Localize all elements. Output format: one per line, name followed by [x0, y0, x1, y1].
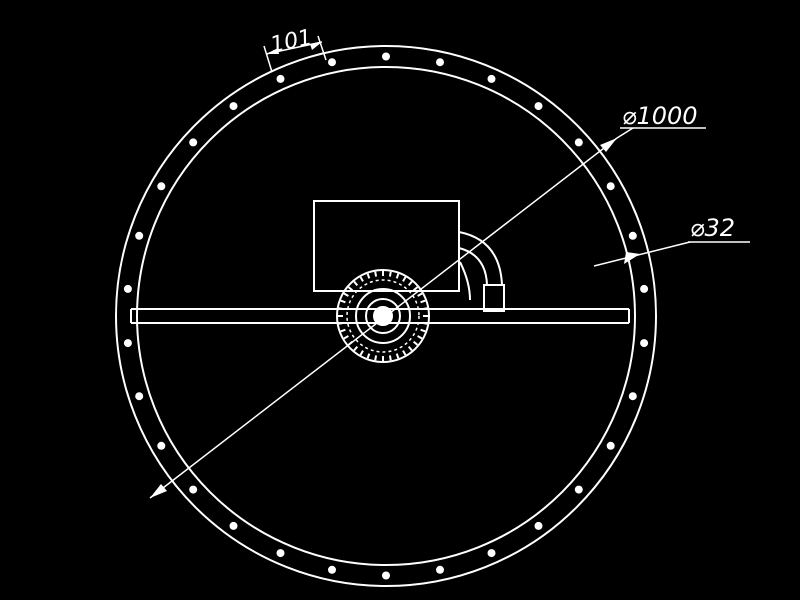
bolt-hole: [640, 284, 649, 293]
hub-gear-teeth: [338, 271, 428, 361]
outer-ring-circle: [115, 45, 657, 587]
hub-tooth: [422, 321, 428, 325]
spacing-arrow-left: [266, 48, 279, 54]
bolt-hole: [574, 138, 583, 147]
bolt-hole: [436, 58, 444, 67]
hub-tooth: [412, 286, 419, 292]
hub-tooth: [374, 271, 378, 277]
diameter-arrow-top: [600, 138, 617, 152]
hub-tooth: [359, 350, 364, 356]
diameter-line: [149, 137, 618, 499]
bolt-spacing-label: 101: [268, 25, 314, 58]
inner-ring-circle: [136, 66, 636, 566]
hub-tooth: [388, 271, 392, 277]
bolt-hole: [606, 182, 615, 191]
hub-tooth: [422, 307, 428, 311]
hole-diameter-label: ⌀32: [690, 214, 735, 242]
bolt-hole-group: [123, 52, 649, 580]
bolt-hole: [534, 521, 543, 530]
hub-tooth: [340, 299, 346, 304]
hub-tooth: [366, 353, 371, 359]
hole-dim-leader: [593, 241, 691, 267]
bolt-hole: [606, 441, 615, 450]
bolt-hole: [276, 549, 285, 558]
elbow-pipe: [458, 231, 505, 312]
bolt-hole: [640, 339, 649, 348]
hub-tooth: [402, 350, 407, 356]
hub-tooth: [402, 276, 407, 282]
hub-tooth: [366, 273, 371, 279]
hole-dim-arrow: [624, 252, 640, 264]
diameter-leader: [616, 127, 634, 139]
bolt-hole: [534, 102, 543, 111]
hub-tooth: [374, 355, 378, 361]
hub-tooth: [395, 353, 400, 359]
bolt-hole: [123, 284, 132, 293]
hub-tooth: [388, 355, 392, 361]
bolt-hole: [628, 392, 637, 401]
hub-tooth: [420, 299, 426, 304]
hub-tooth: [340, 328, 346, 333]
hub-tooth: [395, 273, 400, 279]
hub-tooth: [407, 280, 413, 287]
hub-tooth: [343, 292, 349, 297]
hub-tooth: [407, 345, 413, 352]
bolt-hole: [487, 74, 496, 83]
hub-tooth: [338, 307, 344, 311]
outer-diameter-label: ⌀1000: [622, 102, 698, 130]
bolt-hole: [574, 485, 583, 494]
bolt-hole: [328, 565, 336, 574]
motor-housing-box: [313, 200, 460, 292]
hub-tooth: [353, 345, 359, 352]
bolt-hole: [276, 74, 285, 83]
hub-tooth: [359, 276, 364, 282]
bolt-hole: [328, 58, 336, 67]
diameter-arrow-bottom: [150, 484, 167, 498]
hub-tooth: [420, 328, 426, 333]
bolt-hole: [229, 521, 238, 530]
hub-tooth: [343, 335, 349, 340]
bolt-hole: [157, 441, 166, 450]
hub-tooth: [338, 321, 344, 325]
hub-tooth: [417, 292, 423, 297]
bolt-hole: [135, 231, 144, 240]
bolt-hole: [382, 571, 390, 580]
hub-tooth: [417, 335, 423, 340]
bolt-hole: [157, 182, 166, 191]
bolt-hole: [436, 565, 444, 574]
hub-tooth: [353, 280, 359, 287]
bolt-hole: [487, 549, 496, 558]
bolt-hole: [189, 485, 198, 494]
bolt-hole: [135, 392, 144, 401]
hub-tooth: [412, 340, 419, 346]
bolt-hole: [189, 138, 198, 147]
spacing-arrow-right: [310, 42, 322, 50]
bolt-hole: [628, 231, 637, 240]
bolt-hole: [123, 339, 132, 348]
central-hub: [336, 269, 430, 363]
hub-tooth: [347, 286, 354, 292]
bolt-hole: [229, 102, 238, 111]
bolt-hole: [382, 52, 390, 61]
